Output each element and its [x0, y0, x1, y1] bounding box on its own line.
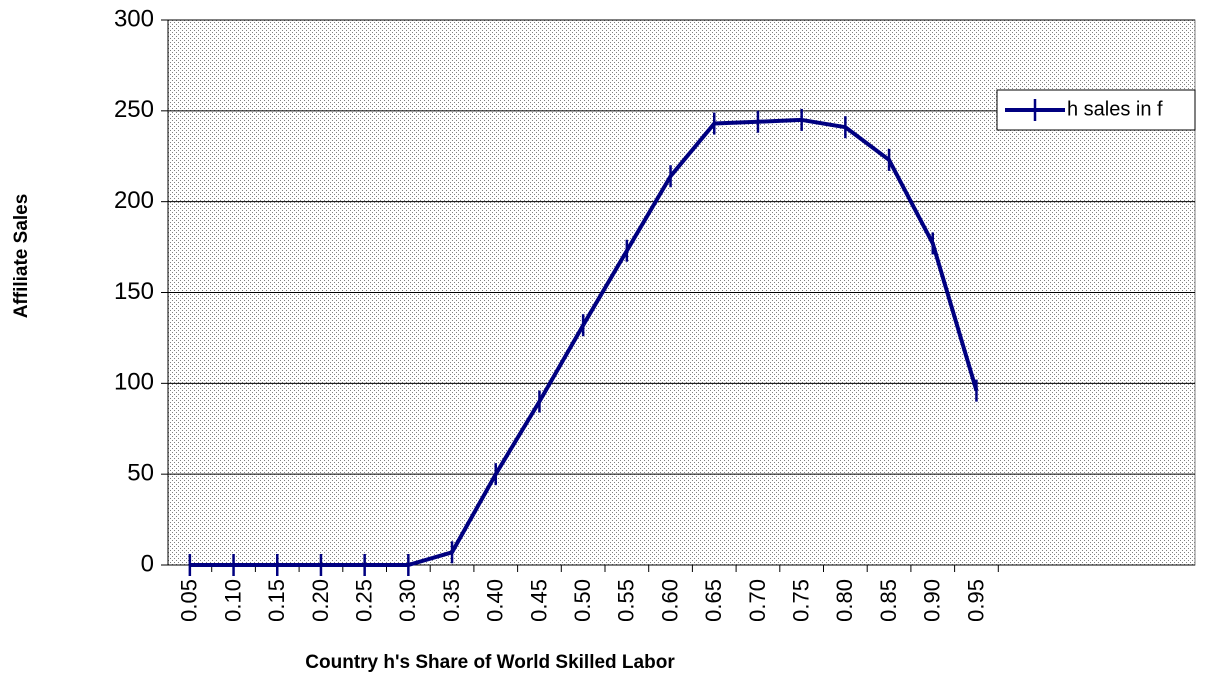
x-tick-label: 0.20	[308, 579, 333, 622]
x-tick-label: 0.35	[439, 579, 464, 622]
x-tick-label: 0.25	[351, 579, 376, 622]
x-tick-label: 0.75	[788, 579, 813, 622]
x-tick-label: 0.60	[657, 579, 682, 622]
x-tick-label: 0.65	[701, 579, 726, 622]
y-axis-title: Affiliate Sales	[11, 194, 32, 319]
x-tick-label: 0.95	[963, 579, 988, 622]
x-axis-title: Country h's Share of World Skilled Labor	[305, 652, 675, 673]
y-tick-label: 200	[114, 187, 154, 214]
y-tick-label: 50	[127, 460, 154, 487]
x-tick-label: 0.70	[745, 579, 770, 622]
y-tick-label: 100	[114, 369, 154, 396]
y-tick-label: 300	[114, 5, 154, 32]
legend-label: h sales in f	[1067, 98, 1163, 120]
x-tick-label: 0.05	[177, 579, 202, 622]
x-tick-label: 0.30	[395, 579, 420, 622]
x-tick-label: 0.90	[920, 579, 945, 622]
x-tick-label: 0.15	[264, 579, 289, 622]
x-tick-label: 0.85	[876, 579, 901, 622]
x-tick-label: 0.45	[526, 579, 551, 622]
y-tick-label: 250	[114, 96, 154, 123]
x-tick-label: 0.55	[614, 579, 639, 622]
x-tick-label: 0.10	[220, 579, 245, 622]
x-tick-label: 0.40	[483, 579, 508, 622]
x-tick-label: 0.50	[570, 579, 595, 622]
y-tick-label: 0	[141, 550, 154, 577]
y-tick-label: 150	[114, 278, 154, 305]
x-tick-label: 0.80	[832, 579, 857, 622]
